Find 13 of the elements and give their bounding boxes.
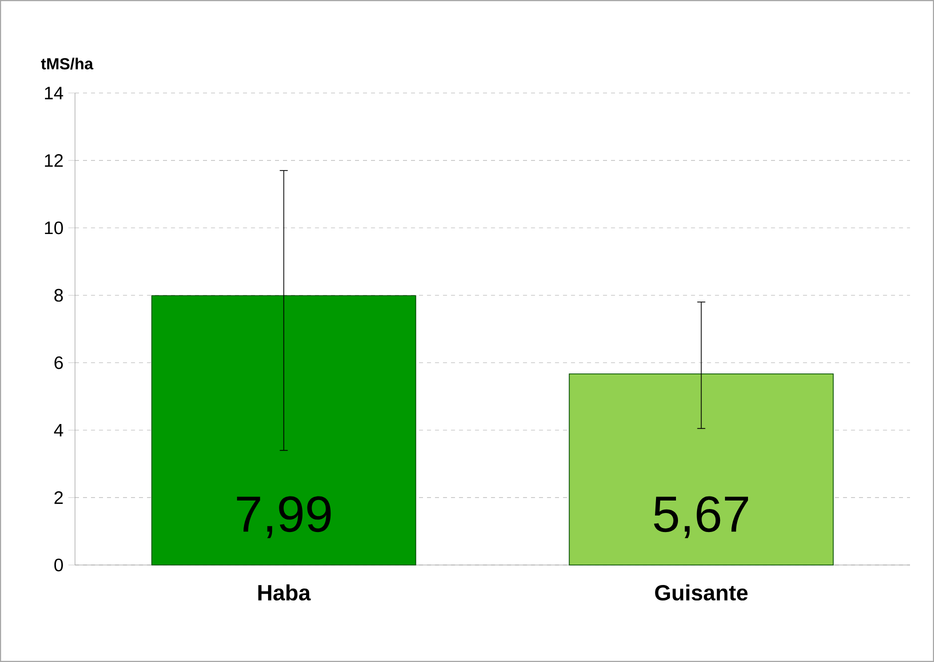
y-tick-label: 4	[54, 424, 64, 436]
data-label: 5,67	[654, 496, 748, 538]
y-tick-label: 2	[54, 491, 63, 504]
y-tick-label: 0	[54, 558, 63, 572]
y-tick-label: 14	[44, 86, 64, 100]
y-tick-label: 10	[44, 221, 63, 234]
data-label: 7,99	[237, 496, 331, 538]
x-tick-label: Haba	[258, 584, 311, 601]
y-axis-title: tMS/ha	[40, 58, 94, 70]
y-tick-label: 8	[54, 288, 63, 302]
y-tick-label: 12	[44, 154, 63, 167]
y-tick-label: 6	[54, 356, 63, 370]
x-tick-label: Guisante	[655, 584, 748, 601]
